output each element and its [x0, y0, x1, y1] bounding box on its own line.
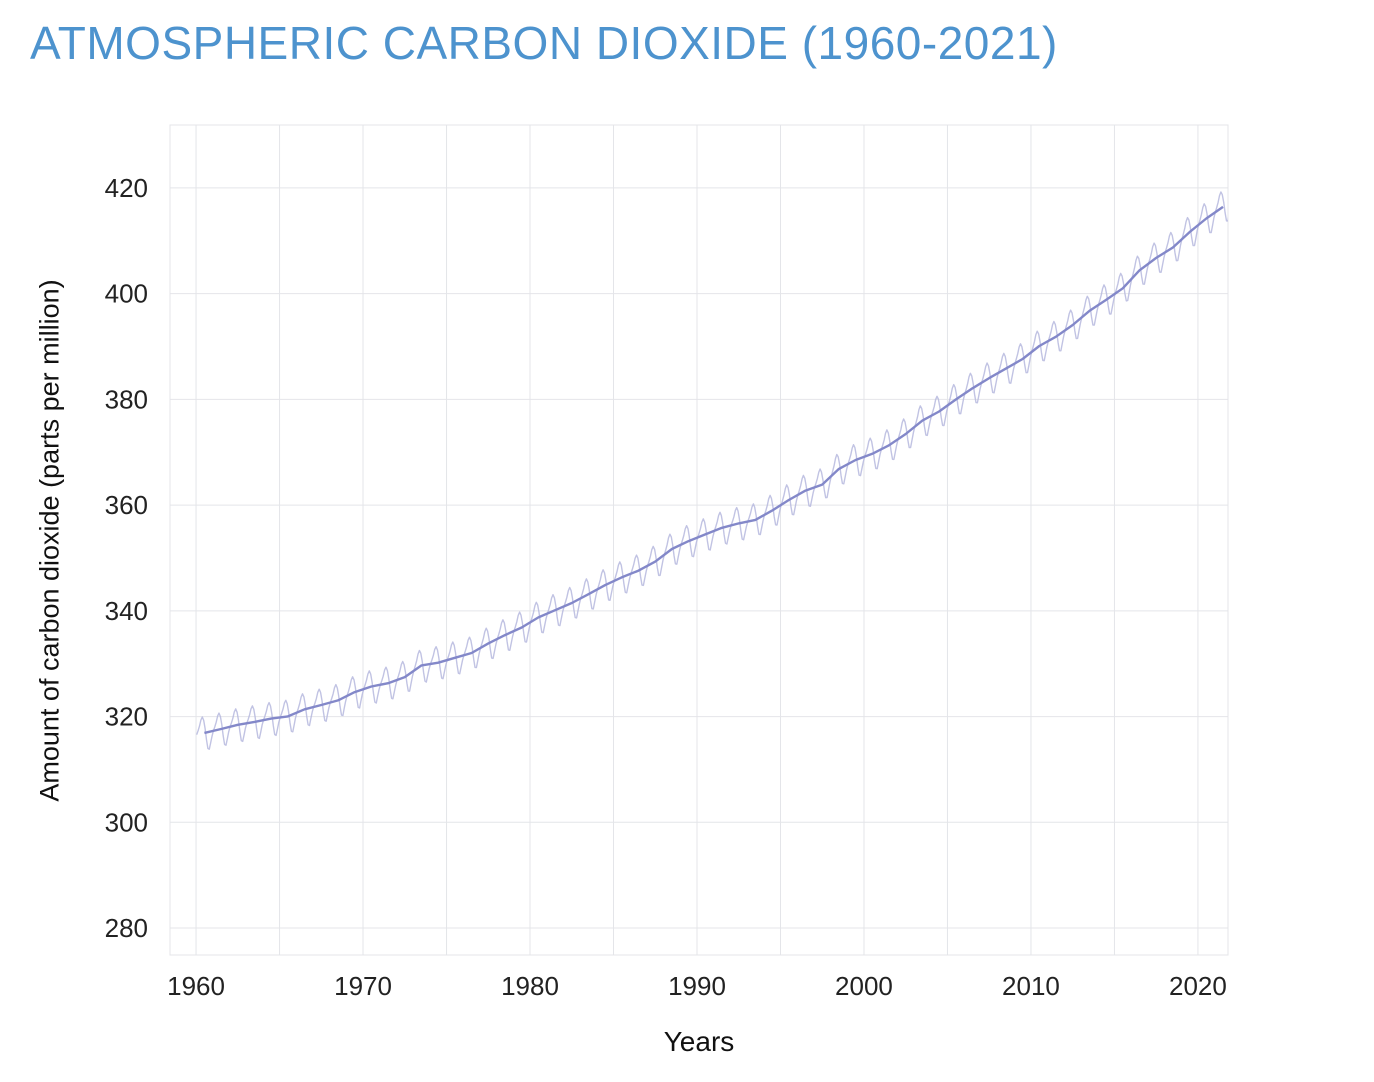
y-tick-labels: 280 300 320 340 360 380 400 420 [105, 173, 148, 943]
x-tick-label: 1970 [334, 971, 392, 1001]
y-tick-label: 340 [105, 596, 148, 626]
x-tick-label: 2010 [1002, 971, 1060, 1001]
y-tick-label: 320 [105, 702, 148, 732]
x-axis-title: Years [663, 1026, 735, 1057]
trend-co2-line [204, 205, 1224, 735]
y-tick-label: 280 [105, 913, 148, 943]
y-tick-label: 360 [105, 490, 148, 520]
seasonal-co2-line [196, 191, 1228, 750]
x-tick-label: 1960 [167, 971, 225, 1001]
y-tick-label: 400 [105, 279, 148, 309]
x-tick-label: 1980 [501, 971, 559, 1001]
plot-border [169, 124, 1229, 956]
y-tick-label: 420 [105, 173, 148, 203]
x-tick-labels: 1960 1970 1980 1990 2000 2010 2020 [167, 971, 1227, 1001]
gridlines [169, 124, 1229, 956]
y-tick-label: 380 [105, 384, 148, 414]
x-tick-label: 1990 [668, 971, 726, 1001]
x-tick-label: 2020 [1169, 971, 1227, 1001]
x-tick-label: 2000 [835, 971, 893, 1001]
y-tick-label: 300 [105, 807, 148, 837]
chart-title: ATMOSPHERIC CARBON DIOXIDE (1960-2021) [30, 17, 1058, 69]
